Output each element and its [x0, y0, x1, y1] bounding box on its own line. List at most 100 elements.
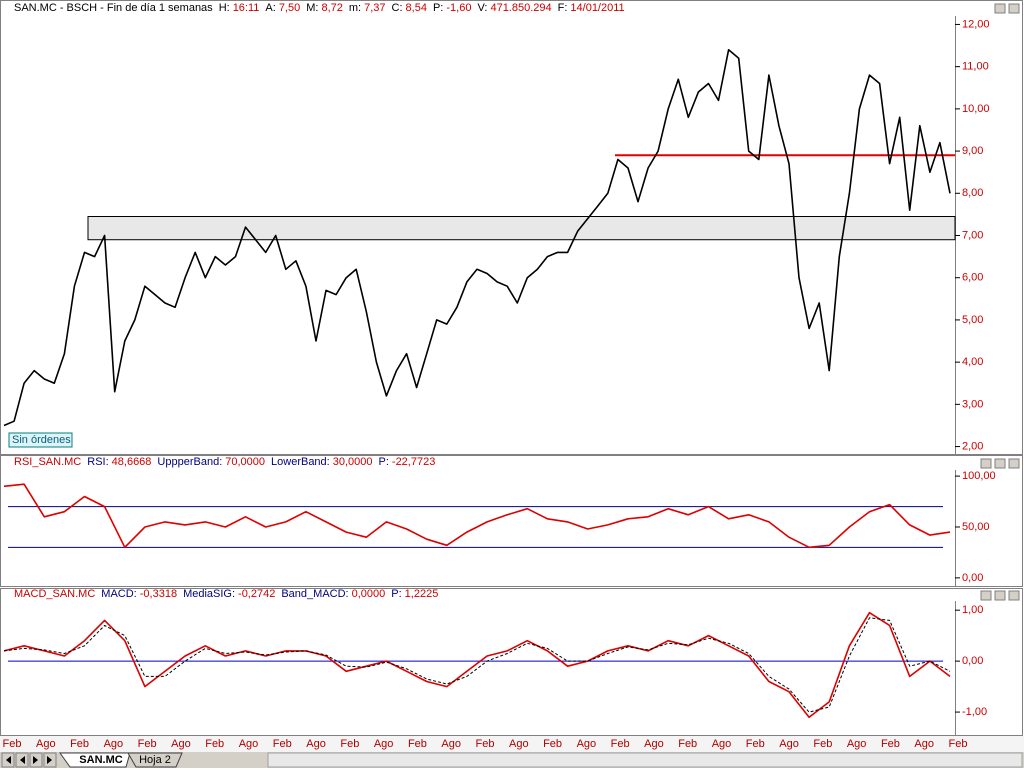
x-tick-label: Feb [678, 738, 697, 750]
panel-header: SAN.MC - BSCH - Fin de día 1 semanas H: 16… [14, 2, 625, 14]
stat-label: RSI: [87, 456, 108, 468]
panel-title: MACD_SAN.MC [14, 588, 95, 600]
x-tick-label: Feb [408, 738, 427, 750]
x-tick-label: Ago [306, 738, 326, 750]
stat-label: MACD: [101, 588, 136, 600]
panel-title: SAN.MC - BSCH - Fin de día 1 semanas [14, 2, 213, 14]
y-tick-label: 9,00 [962, 145, 983, 157]
stat-label: H: [219, 2, 230, 14]
stat-label: C: [392, 2, 403, 14]
x-tick-label: Feb [340, 738, 359, 750]
stat-label: LowerBand: [271, 456, 330, 468]
x-tick-label: Ago [644, 738, 664, 750]
tab-label[interactable]: SAN.MC [79, 754, 122, 766]
stat-label: P: [391, 588, 401, 600]
stat-value: 30,0000 [333, 456, 373, 468]
y-tick-label: 12,00 [962, 18, 990, 30]
x-tick-label: Ago [914, 738, 934, 750]
stat-value: 14/01/2011 [570, 2, 624, 14]
y-tick-label: 8,00 [962, 187, 983, 199]
y-tick-label: 7,00 [962, 229, 983, 241]
x-tick-label: Feb [273, 738, 292, 750]
stat-value: -0,2742 [238, 588, 275, 600]
y-tick-label: 10,00 [962, 103, 990, 115]
tab[interactable] [127, 752, 183, 768]
x-tick-label: Ago [509, 738, 529, 750]
x-tick-label: Feb [949, 738, 968, 750]
y-tick-label: 100,00 [962, 470, 996, 482]
panel-title: RSI_SAN.MC [14, 456, 81, 468]
x-tick-label: Feb [746, 738, 765, 750]
stat-value: 8,72 [321, 2, 342, 14]
x-tick-label: Feb [813, 738, 832, 750]
close-button[interactable] [1008, 3, 1020, 14]
stat-value: -1,60 [446, 2, 471, 14]
x-tick-label: Ago [779, 738, 799, 750]
series-line [3, 49, 951, 427]
x-tick-label: Feb [138, 738, 157, 750]
x-tick-label: Ago [374, 738, 394, 750]
x-tick-label: Feb [205, 738, 224, 750]
series-line [3, 483, 951, 549]
x-tick-label: Feb [476, 738, 495, 750]
stat-label: P: [433, 2, 443, 14]
y-tick-label: 50,00 [962, 521, 990, 533]
stat-value: -22,7723 [392, 456, 435, 468]
tab[interactable] [59, 752, 131, 768]
stat-value: 1,2225 [405, 588, 439, 600]
stat-label: A: [265, 2, 275, 14]
scrollbar[interactable] [267, 752, 1023, 768]
stat-value: 70,0000 [225, 456, 265, 468]
x-tick-label: Feb [3, 738, 22, 750]
restore-button[interactable] [994, 458, 1006, 469]
panel-buttons [980, 3, 1020, 601]
close-button[interactable] [1008, 590, 1020, 601]
panel-header: RSI_SAN.MC RSI: 48,6668 UppperBand: 70,0000 L… [14, 456, 435, 468]
y-tick-label: 5,00 [962, 314, 983, 326]
annotation: Sin órdenes [12, 434, 71, 446]
x-tick-label: Feb [611, 738, 630, 750]
x-tick-label: Ago [847, 738, 867, 750]
stat-value: 471.850.294 [490, 2, 551, 14]
minimize-button[interactable] [980, 458, 992, 469]
y-tick-label: 4,00 [962, 356, 983, 368]
close-button[interactable] [1008, 458, 1020, 469]
stat-label: M: [306, 2, 318, 14]
stat-value: 16:11 [233, 2, 260, 14]
panel-frame [0, 0, 1023, 455]
stat-value: 8,54 [406, 2, 427, 14]
stat-label: m: [349, 2, 361, 14]
x-tick-label: Feb [70, 738, 89, 750]
stat-label: P: [379, 456, 389, 468]
stat-label: F: [558, 2, 568, 14]
y-tick-label: 3,00 [962, 398, 983, 410]
stat-value: 0,0000 [352, 588, 386, 600]
stat-value: -0,3318 [140, 588, 177, 600]
stat-label: Band_MACD: [281, 588, 348, 600]
minimize-button[interactable] [980, 590, 992, 601]
stat-value: 48,6668 [112, 456, 152, 468]
x-tick-label: Ago [36, 738, 56, 750]
x-tick-label: Feb [881, 738, 900, 750]
tab-label[interactable]: Hoja 2 [139, 754, 171, 766]
restore-button[interactable] [994, 590, 1006, 601]
y-tick-label: -1,00 [962, 706, 987, 718]
series-line [3, 611, 951, 718]
x-tick-label: Ago [577, 738, 597, 750]
y-tick-label: 1,00 [962, 604, 983, 616]
panel-header: MACD_SAN.MC MACD: -0,3318 MediaSIG: -0,2742 B… [14, 588, 438, 600]
zone-band [87, 216, 956, 241]
restore-button[interactable] [994, 3, 1006, 14]
stat-value: 7,37 [364, 2, 385, 14]
x-tick-label: Ago [239, 738, 259, 750]
x-tick-label: Ago [104, 738, 124, 750]
stat-label: UppperBand: [157, 456, 222, 468]
y-tick-label: 2,00 [962, 440, 983, 452]
annotation-box [8, 432, 73, 448]
stat-value: 7,50 [279, 2, 300, 14]
y-tick-label: 11,00 [962, 61, 989, 73]
series-line [3, 617, 951, 713]
